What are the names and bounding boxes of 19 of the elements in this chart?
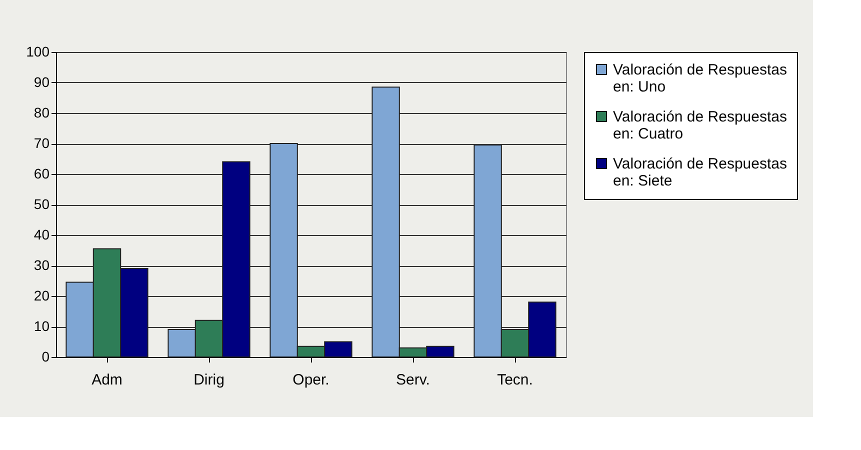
legend-label: Valoración de Respuestas en: Cuatro (613, 108, 787, 142)
x-tick-label: Tecn. (497, 372, 533, 388)
y-tick-label: 70 (34, 135, 50, 151)
y-tick-label: 80 (34, 104, 50, 120)
x-tick-label: Adm (92, 372, 122, 388)
y-tick-label: 60 (34, 166, 50, 182)
legend-label: Valoración de Respuestas en: Uno (613, 62, 787, 96)
y-tick-label: 90 (34, 74, 50, 90)
y-tick-label: 10 (34, 318, 50, 334)
y-tick-label: 0 (42, 348, 50, 364)
legend-label: Valoración de Respuestas en: Siete (613, 156, 787, 190)
x-tick-label: Serv. (396, 372, 430, 388)
x-tick-label: Oper. (292, 372, 330, 388)
y-tick-label: 30 (34, 257, 50, 273)
y-tick-label: 100 (26, 44, 50, 60)
y-tick-label: 50 (34, 196, 50, 212)
y-tick-label: 40 (34, 226, 50, 242)
x-tick-label: Dirig (194, 372, 224, 388)
y-tick-label: 20 (34, 288, 50, 304)
